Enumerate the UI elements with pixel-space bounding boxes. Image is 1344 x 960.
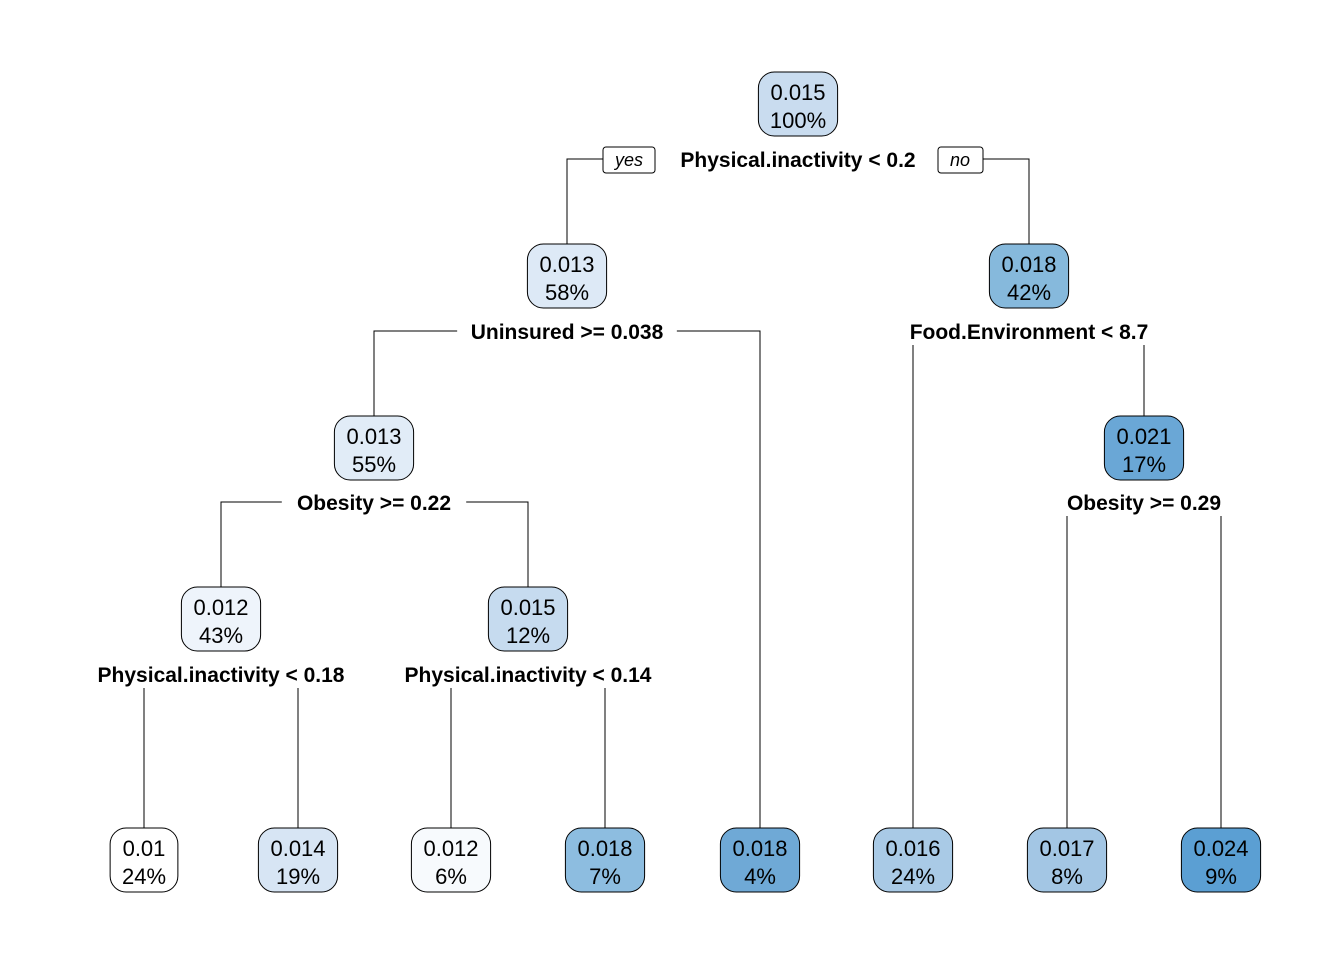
node-mean-value: 0.015	[500, 595, 555, 620]
split-label-background	[647, 145, 949, 173]
tree-node: 0.014 19%	[257, 827, 339, 893]
node-percent: 6%	[435, 864, 467, 889]
tree-node: 0.015 12%	[487, 586, 569, 652]
split-label-background	[457, 317, 677, 345]
tree-node: 0.013 58%	[526, 243, 608, 309]
tree-node: 0.015 100%	[757, 71, 839, 137]
node-box	[410, 827, 492, 893]
split-label-background	[281, 488, 467, 516]
node-box	[333, 415, 415, 481]
node-mean-value: 0.018	[732, 836, 787, 861]
split-condition-label: Uninsured >= 0.038	[471, 321, 664, 344]
tree-node: 0.018 42%	[988, 243, 1070, 309]
branch-labels-layer: yes no	[602, 146, 984, 174]
split-labels-layer: Physical.inactivity < 0.2 Uninsured >= 0.…	[64, 145, 1237, 688]
nodes-layer: 0.015 100% 0.013 58% 0.018 42% 0.013 55% 0.018 4%…	[109, 71, 1262, 893]
tree-node: 0.018 7%	[564, 827, 646, 893]
node-box	[872, 827, 954, 893]
node-percent: 100%	[770, 108, 826, 133]
tree-edge	[450, 673, 606, 828]
tree-node: 0.012 43%	[180, 586, 262, 652]
node-mean-value: 0.01	[123, 836, 166, 861]
node-box	[109, 827, 179, 893]
node-mean-value: 0.017	[1039, 836, 1094, 861]
yes-branch-label: yes	[602, 146, 656, 174]
node-percent: 17%	[1122, 452, 1166, 477]
split-condition-label: Food.Environment < 8.7	[910, 321, 1149, 344]
tree-node: 0.012 6%	[410, 827, 492, 893]
split-condition-label: Physical.inactivity < 0.14	[405, 664, 652, 687]
split-label-background	[64, 660, 378, 688]
split-condition-label: Physical.inactivity < 0.18	[98, 664, 345, 687]
node-percent: 8%	[1051, 864, 1083, 889]
node-percent: 24%	[122, 864, 166, 889]
split-label-background	[371, 660, 685, 688]
node-box	[257, 827, 339, 893]
tree-node: 0.01 24%	[109, 827, 179, 893]
tree-edge	[143, 673, 299, 828]
node-box	[1103, 415, 1185, 481]
split-label-background	[895, 317, 1163, 345]
tree-node: 0.021 17%	[1103, 415, 1185, 481]
split-condition-label: Obesity >= 0.22	[297, 492, 451, 515]
tree-node: 0.013 55%	[333, 415, 415, 481]
node-percent: 19%	[276, 864, 320, 889]
node-box	[526, 243, 608, 309]
split-label-background	[1051, 488, 1237, 516]
node-mean-value: 0.018	[577, 836, 632, 861]
tree-node: 0.024 9%	[1180, 827, 1262, 893]
node-mean-value: 0.012	[193, 595, 248, 620]
node-box	[564, 827, 646, 893]
node-mean-value: 0.016	[885, 836, 940, 861]
node-box	[719, 827, 801, 893]
split-condition-label: Physical.inactivity < 0.2	[680, 149, 915, 172]
node-percent: 42%	[1007, 280, 1051, 305]
node-percent: 43%	[199, 623, 243, 648]
node-box	[487, 586, 569, 652]
tree-edge	[912, 330, 1145, 828]
node-mean-value: 0.021	[1116, 424, 1171, 449]
node-box	[1180, 827, 1262, 893]
no-branch-label: no	[937, 146, 984, 174]
node-percent: 7%	[589, 864, 621, 889]
node-percent: 58%	[545, 280, 589, 305]
node-box	[988, 243, 1070, 309]
node-mean-value: 0.012	[423, 836, 478, 861]
node-box	[180, 586, 262, 652]
tree-node: 0.018 4%	[719, 827, 801, 893]
tree-edge	[1066, 501, 1222, 828]
node-percent: 9%	[1205, 864, 1237, 889]
tree-node: 0.016 24%	[872, 827, 954, 893]
node-percent: 4%	[744, 864, 776, 889]
node-mean-value: 0.013	[346, 424, 401, 449]
node-mean-value: 0.014	[270, 836, 325, 861]
node-box	[1026, 827, 1108, 893]
yes-label-text: yes	[613, 150, 643, 170]
node-mean-value: 0.013	[539, 252, 594, 277]
node-mean-value: 0.015	[770, 80, 825, 105]
tree-edge	[373, 330, 761, 828]
node-percent: 24%	[891, 864, 935, 889]
no-label-text: no	[950, 150, 970, 170]
node-box	[757, 71, 839, 137]
node-mean-value: 0.018	[1001, 252, 1056, 277]
node-percent: 55%	[352, 452, 396, 477]
split-condition-label: Obesity >= 0.29	[1067, 492, 1221, 515]
tree-node: 0.017 8%	[1026, 827, 1108, 893]
node-percent: 12%	[506, 623, 550, 648]
node-mean-value: 0.024	[1193, 836, 1248, 861]
